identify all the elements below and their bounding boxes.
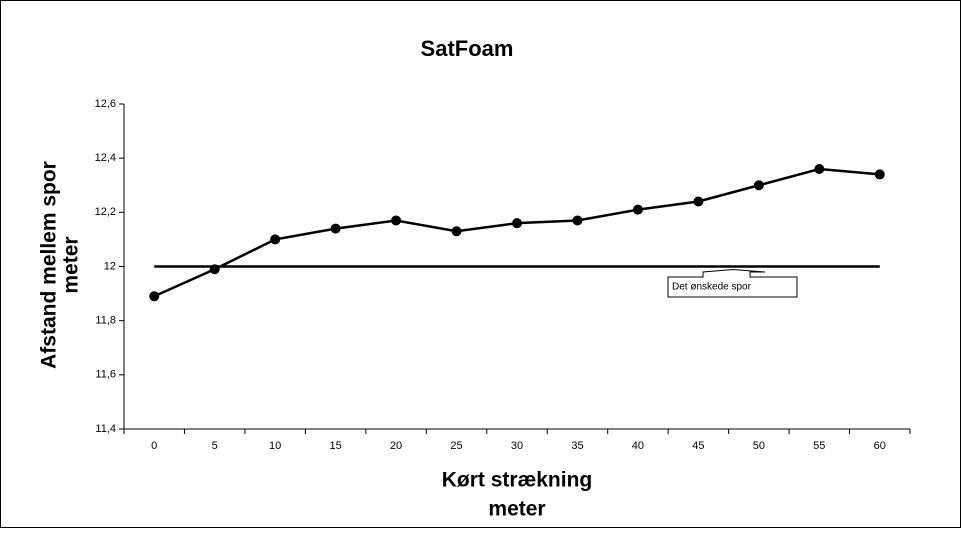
x-tick-label: 35 [571,440,583,452]
y-tick-label: 12 [104,260,116,272]
x-tick-label: 40 [632,440,644,452]
y-tick-label: 12,6 [95,98,116,110]
x-tick-label: 10 [269,440,281,452]
x-tick-label: 0 [151,440,157,452]
callout-label: Det ønskede spor [672,282,752,293]
x-tick-label: 45 [692,440,704,452]
data-point [451,226,462,237]
data-point [753,180,764,191]
x-tick-label: 25 [450,440,462,452]
data-point [330,223,341,234]
x-tick-label: 50 [753,440,765,452]
y-axis-label: meter [60,236,83,293]
y-tick-label: 12,4 [95,152,116,164]
x-axis-label: Kørt strækning [442,469,593,492]
data-point [270,234,281,245]
x-tick-label: 30 [511,440,523,452]
y-tick-label: 11,4 [95,423,116,435]
data-point [572,215,583,226]
y-tick-label: 12,2 [95,206,116,218]
chart-title: SatFoam [421,36,514,61]
x-tick-label: 5 [212,440,218,452]
data-point [632,204,643,215]
y-tick-label: 11,6 [95,369,116,381]
data-point [874,169,885,180]
x-tick-label: 55 [813,440,825,452]
data-point [814,164,825,174]
data-point [149,291,160,302]
x-tick-label: 15 [329,440,341,452]
callout [667,268,798,298]
data-point [693,196,704,207]
x-axis-label: meter [488,498,545,521]
y-tick-label: 11,8 [95,315,116,327]
x-tick-label: 60 [874,440,886,452]
data-point [512,218,522,229]
x-tick-label: 20 [390,440,402,452]
y-axis-label: Afstand mellem spor [38,161,61,369]
data-point [391,215,402,226]
